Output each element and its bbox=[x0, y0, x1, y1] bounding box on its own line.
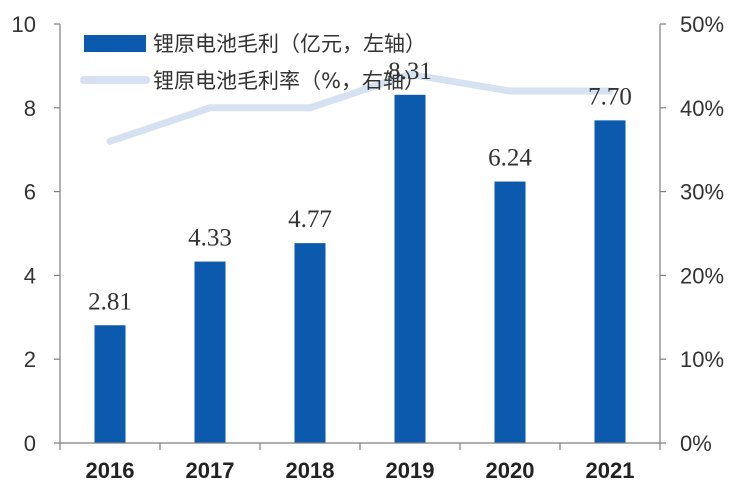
left-tick-label: 6 bbox=[24, 180, 36, 205]
right-tick-label: 30% bbox=[680, 180, 724, 205]
x-tick-label: 2016 bbox=[86, 458, 135, 483]
gross-profit-bar bbox=[294, 243, 326, 443]
x-tick-label: 2017 bbox=[186, 458, 235, 483]
gross-profit-bar bbox=[394, 94, 426, 443]
x-tick-label: 2021 bbox=[586, 458, 635, 483]
right-tick-label: 40% bbox=[680, 96, 724, 121]
gross-margin-point bbox=[206, 104, 214, 112]
axes-layer: 0 2 4 6 8 10 0% 10% 20% 30% 40% 50% 2016 2017 2018 2019… bbox=[12, 12, 725, 483]
x-tick-label: 2018 bbox=[286, 458, 335, 483]
bar-value-label: 8.31 bbox=[388, 58, 432, 85]
gross-profit-bar bbox=[194, 261, 226, 443]
gross-margin-point bbox=[406, 70, 414, 78]
bar-value-label: 7.70 bbox=[588, 83, 632, 110]
right-tick-label: 20% bbox=[680, 263, 724, 288]
right-tick-label: 0% bbox=[680, 431, 712, 456]
left-tick-label: 2 bbox=[24, 347, 36, 372]
gross-margin-point bbox=[106, 137, 114, 145]
legend-line-label: 锂原电池毛利率（%，右轴） bbox=[153, 69, 425, 93]
line-series-layer bbox=[106, 70, 614, 145]
left-tick-label: 0 bbox=[24, 431, 36, 456]
left-tick-label: 4 bbox=[24, 263, 36, 288]
x-tick-label: 2019 bbox=[386, 458, 435, 483]
right-tick-label: 50% bbox=[680, 12, 724, 37]
gross-profit-bar bbox=[594, 120, 626, 444]
bar-value-label: 4.33 bbox=[188, 225, 232, 252]
bar-value-label: 6.24 bbox=[488, 145, 532, 172]
right-tick-label: 10% bbox=[680, 347, 724, 372]
legend-bar-swatch bbox=[84, 35, 146, 52]
left-tick-label: 10 bbox=[12, 12, 36, 37]
x-tick-label: 2020 bbox=[486, 458, 535, 483]
gross-profit-bar bbox=[94, 325, 126, 443]
gross-margin-point bbox=[506, 87, 514, 95]
legend: 锂原电池毛利（亿元，左轴） 锂原电池毛利率（%，右轴） bbox=[80, 32, 426, 93]
bar-value-label: 2.81 bbox=[88, 288, 132, 315]
legend-bar-label: 锂原电池毛利（亿元，左轴） bbox=[153, 32, 426, 56]
bar-series-layer bbox=[94, 94, 626, 444]
gross-margin-point bbox=[606, 87, 614, 95]
gross-profit-bar bbox=[494, 181, 526, 443]
gross-margin-point bbox=[306, 104, 314, 112]
bar-value-label: 4.77 bbox=[288, 206, 332, 233]
left-tick-label: 8 bbox=[24, 96, 36, 121]
data-label-layer: 2.81 4.33 4.77 8.31 6.24 7.70 bbox=[88, 58, 632, 315]
gross-margin-line bbox=[106, 70, 614, 145]
